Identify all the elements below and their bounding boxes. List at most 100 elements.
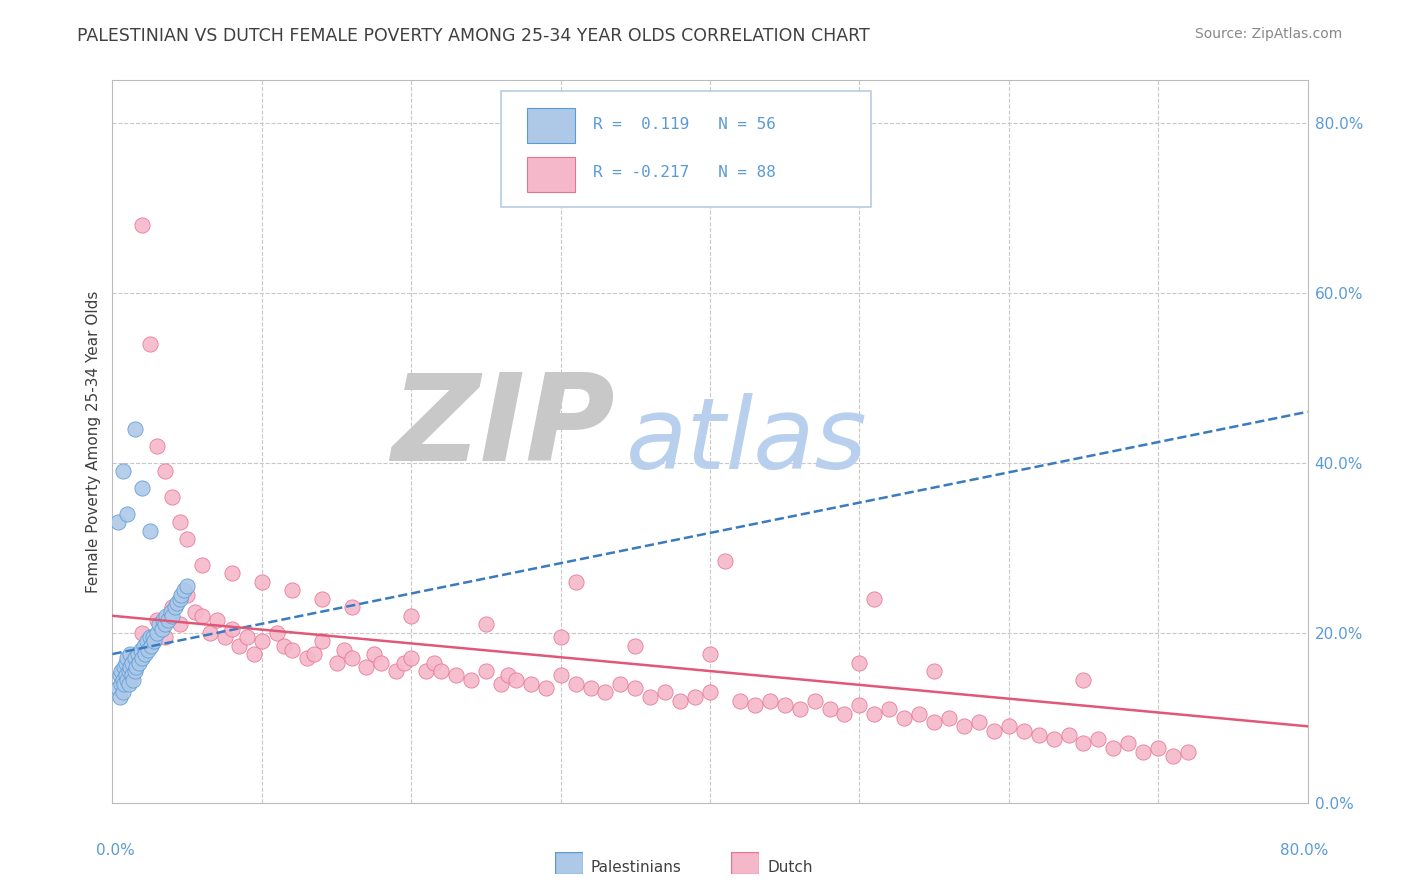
Point (153, 617, 176, 632)
Text: R = -0.217   N = 88: R = -0.217 N = 88 (593, 165, 776, 180)
Point (117, 673, 139, 687)
Point (370, 656, 392, 670)
Point (489, 677, 512, 691)
Point (132, 639, 155, 653)
FancyBboxPatch shape (527, 157, 575, 192)
Text: Dutch: Dutch (768, 860, 813, 874)
Point (141, 639, 163, 653)
Point (818, 702, 841, 716)
Point (879, 702, 901, 716)
Point (295, 651, 318, 665)
Point (444, 668, 467, 682)
Point (848, 656, 870, 670)
Point (152, 613, 174, 627)
Point (169, 617, 191, 632)
Point (153, 630, 176, 644)
Point (221, 566, 243, 581)
Point (595, 685, 617, 699)
Point (143, 634, 166, 648)
FancyBboxPatch shape (527, 109, 575, 143)
Point (893, 711, 915, 725)
Point (111, 685, 134, 699)
Point (124, 664, 146, 678)
Point (1161, 749, 1184, 764)
Point (169, 516, 191, 530)
Point (1073, 673, 1095, 687)
Point (150, 622, 173, 636)
Text: Source: ZipAtlas.com: Source: ZipAtlas.com (1195, 27, 1343, 41)
Point (110, 677, 132, 691)
Point (266, 625, 288, 640)
Point (176, 579, 198, 593)
Point (134, 647, 156, 661)
Point (908, 706, 931, 721)
Point (155, 608, 177, 623)
Point (107, 516, 129, 530)
Point (422, 656, 444, 670)
Point (156, 613, 179, 627)
Point (759, 694, 782, 708)
Point (124, 651, 146, 665)
Point (131, 651, 153, 665)
Point (131, 625, 153, 640)
Point (118, 677, 141, 691)
Point (281, 583, 304, 598)
Point (401, 608, 423, 623)
Point (162, 600, 183, 615)
Point (1177, 745, 1199, 759)
Point (401, 651, 423, 665)
Point (624, 639, 647, 653)
Point (139, 630, 162, 644)
Point (165, 600, 187, 615)
Point (550, 668, 572, 682)
Point (340, 651, 363, 665)
Point (683, 690, 706, 704)
Point (430, 664, 453, 678)
Point (564, 677, 586, 691)
Point (131, 481, 153, 495)
Point (311, 634, 333, 648)
Point (863, 591, 886, 606)
Point (142, 630, 165, 644)
Point (624, 681, 647, 695)
Point (669, 694, 692, 708)
Point (228, 639, 250, 653)
Point (564, 574, 586, 589)
Point (191, 608, 214, 623)
Point (1012, 723, 1035, 738)
Point (139, 524, 162, 538)
Text: 0.0%: 0.0% (96, 843, 135, 858)
Point (111, 673, 134, 687)
Point (191, 558, 214, 572)
Point (340, 600, 363, 615)
Point (117, 507, 139, 521)
Point (127, 647, 149, 661)
Point (121, 656, 143, 670)
Point (922, 714, 945, 729)
Point (243, 647, 266, 661)
Point (922, 664, 945, 678)
Point (550, 630, 572, 644)
Point (281, 642, 304, 657)
Point (114, 677, 135, 691)
Point (115, 656, 138, 670)
Point (967, 714, 990, 729)
Point (176, 588, 198, 602)
Point (789, 702, 811, 716)
Point (579, 681, 602, 695)
Point (983, 723, 1005, 738)
Point (498, 668, 520, 682)
Point (654, 685, 676, 699)
Point (146, 439, 169, 453)
Text: Palestinians: Palestinians (591, 860, 682, 874)
Point (111, 464, 134, 478)
Point (356, 660, 378, 674)
Point (1132, 745, 1154, 759)
Point (162, 490, 183, 504)
Point (162, 608, 183, 623)
Point (166, 596, 188, 610)
Point (124, 422, 146, 436)
Point (953, 719, 976, 733)
Point (121, 668, 143, 682)
Point (609, 677, 631, 691)
